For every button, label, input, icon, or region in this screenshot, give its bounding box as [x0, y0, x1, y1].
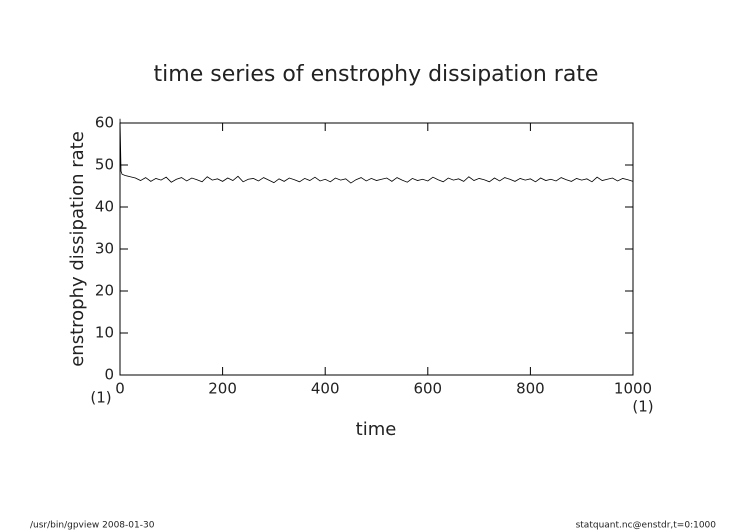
x-tick-label: 600: [413, 380, 442, 398]
y-tick-label: 50: [95, 156, 114, 174]
plot-frame: [119, 122, 634, 376]
x-tick-label: 800: [516, 380, 545, 398]
y-axis-label: enstrophy dissipation rate: [67, 131, 88, 367]
x-tick-label: 400: [311, 380, 340, 398]
y-tick-label: 30: [95, 240, 114, 258]
y-unit: (1): [90, 389, 111, 407]
x-tick-label: 1000: [614, 380, 652, 398]
y-tick-label: 10: [95, 324, 114, 342]
y-tick-label: 20: [95, 282, 114, 300]
chart-title: time series of enstrophy dissipation rat…: [154, 62, 599, 87]
y-tick-label: 40: [95, 198, 114, 216]
x-tick-label: 0: [115, 380, 125, 398]
y-tick-label: 0: [104, 366, 114, 384]
footer-left: /usr/bin/gpview 2008-01-30: [30, 521, 155, 531]
x-unit: (1): [632, 398, 653, 416]
series-line: [119, 118, 634, 184]
x-tick-label: 200: [208, 380, 237, 398]
x-axis-label: time: [356, 419, 397, 440]
y-tick-label: 60: [95, 114, 114, 132]
footer-right: statquant.nc@enstdr,t=0:1000: [576, 521, 717, 531]
